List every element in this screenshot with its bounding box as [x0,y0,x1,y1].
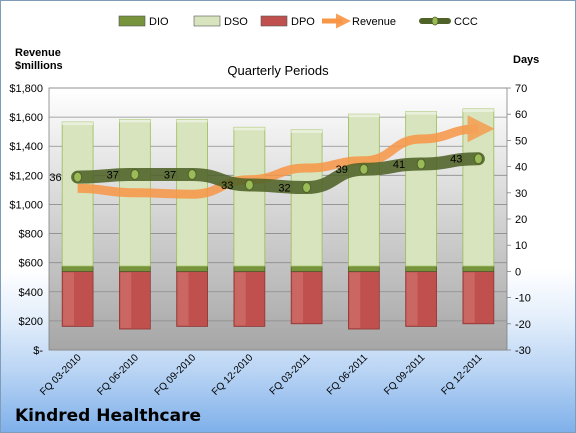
y-right-tick-label: 20 [515,214,527,226]
ccc-data-label: 33 [221,180,233,192]
bar-dio [176,265,208,272]
legend-label-dio: DIO [149,16,169,28]
bar-dio [290,265,323,272]
bar-dpo [405,270,437,327]
legend-label-dso: DSO [224,16,248,28]
bar-dso-top [291,129,323,133]
x-tick-label: FQ 12-2011 [440,352,485,397]
bar-dpo-highlight [177,272,189,326]
bar-dpo-highlight [234,272,246,326]
y-left-tick-label: $400 [19,287,43,299]
bar-dio [462,265,495,272]
legend-label-ccc: CCC [454,16,478,28]
ccc-marker [302,182,312,194]
ccc-marker [359,163,369,175]
bar-dio [405,265,437,272]
y-left-tick-label: $1,400 [9,141,43,153]
bar-dso [61,121,94,267]
x-tick-label: FQ 03-2010 [38,352,84,398]
legend-marker-ccc [431,16,439,26]
x-tick-label: FQ 06-2011 [325,352,370,397]
y-right-tick-label: 50 [515,135,527,147]
y-left-tick-label: $- [33,345,43,357]
bar-dpo-highlight [406,272,418,326]
y-left-tick-label: $1,600 [9,112,43,124]
revenue-line [77,115,495,199]
bar-dio [233,265,266,272]
legend-label-dpo: DPO [291,16,315,28]
ccc-marker [130,168,140,180]
bar-dio [61,265,94,272]
ccc-marker [416,158,426,170]
ccc-data-label: 36 [49,172,61,184]
bar-dso [290,129,323,267]
ccc-marker [73,171,83,183]
bar-dso-top [405,111,437,115]
x-tick-label: FQ 09-2010 [153,352,199,398]
bar-dso [233,126,266,267]
ccc-marker [244,179,254,191]
y-right-tick-label: 70 [515,83,527,95]
y-left-tick-label: $1,200 [9,170,43,182]
bar-dpo [348,270,380,330]
legend-label-revenue: Revenue [352,16,396,28]
ccc-data-label: 41 [393,159,405,171]
bar-dso-top [119,119,151,123]
company-name: Kindred Healthcare [15,406,202,426]
y-left-tick-label: $800 [19,229,43,241]
y-left-tick-label: $200 [19,316,43,328]
bar-dpo [233,270,266,327]
y-left-tick-label: $1,000 [9,199,43,211]
ccc-data-label: 39 [336,164,348,176]
bar-dso-top [62,122,94,126]
y-left-tick-label: $1,800 [9,83,43,95]
x-tick-label: FQ 09-2011 [382,352,427,397]
y-right-tick-label: 60 [515,109,527,121]
x-tick-label: FQ 06-2010 [95,352,141,398]
x-tick-label: FQ 03-2011 [268,352,313,397]
ccc-data-label: 32 [278,183,290,195]
legend-swatch-dpo [260,15,288,27]
bar-dpo-highlight [349,272,361,329]
y-right-axis-label: Days [513,54,539,66]
y-right-tick-label: 10 [515,240,527,252]
bar-dio [119,265,151,272]
bar-dpo [290,270,323,325]
legend-swatch-dso [193,15,221,27]
y-right-tick-label: -30 [515,345,531,357]
y-right-tick-label: -10 [515,293,531,305]
y-right-tick-label: -20 [515,319,531,331]
y-right-tick-label: 40 [515,162,527,174]
x-tick-label: FQ 12-2010 [210,352,256,398]
bar-dso-top [348,114,380,118]
ccc-data-label: 37 [164,169,176,181]
legend-swatch-dio [118,15,146,27]
bar-dpo-highlight [463,272,475,323]
bar-dpo-highlight [292,272,303,323]
ccc-line [71,152,485,195]
ccc-marker [187,168,197,180]
bar-dio [348,265,380,272]
bar-dpo-highlight [63,272,74,326]
ccc-data-label: 43 [450,154,462,166]
chart-title: Quarterly Periods [227,63,329,78]
y-left-tick-label: $600 [19,258,43,270]
y-right-tick-label: 30 [515,188,527,200]
bar-dso-top [233,127,265,131]
y-left-axis-label: $millions [15,60,63,72]
plot-area [48,87,508,351]
y-left-axis-label: Revenue [15,47,61,59]
ccc-data-label: 37 [107,169,119,181]
y-right-tick-label: 0 [515,266,521,278]
bar-dso [348,113,380,267]
bar-dpo [119,270,151,330]
ccc-marker [473,153,483,165]
bar-dso-top [176,119,208,123]
bar-dpo-highlight [120,272,132,329]
bar-dso-top [462,108,494,112]
